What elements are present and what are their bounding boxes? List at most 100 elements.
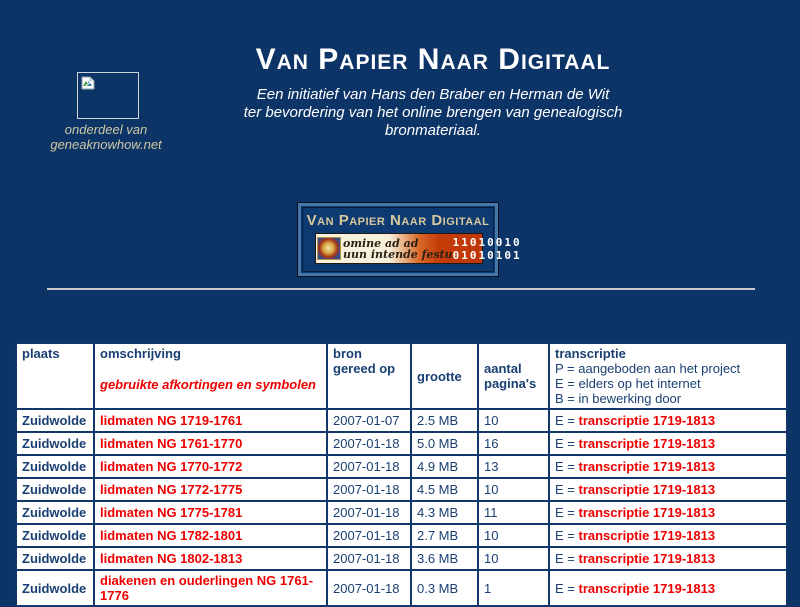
col-header-grootte: grootte: [410, 342, 479, 410]
transcriptie-link[interactable]: transcriptie 1719-1813: [578, 528, 716, 543]
banner-inner: Van Papier Naar Digitaal omine ad ad uun…: [302, 207, 520, 272]
table-row: Zuidwolde lidmaten NG 1770-1772 2007-01-…: [15, 454, 788, 479]
transcriptie-prefix: E =: [555, 528, 575, 543]
cell-paginas: 1: [477, 569, 550, 607]
transcriptie-prefix: E =: [555, 413, 575, 428]
table-row: Zuidwolde lidmaten NG 1719-1761 2007-01-…: [15, 408, 788, 433]
transcriptie-link[interactable]: transcriptie 1719-1813: [578, 482, 716, 497]
horizontal-rule: [47, 288, 755, 290]
cell-datum: 2007-01-18: [326, 477, 412, 502]
afkortingen-symbolen-link[interactable]: gebruikte afkortingen en symbolen: [100, 377, 316, 392]
cell-transcriptie: E = transcriptie 1719-1813: [548, 546, 788, 571]
omschrijving-link[interactable]: lidmaten NG 1802-1813: [100, 551, 243, 566]
cell-paginas: 11: [477, 500, 550, 525]
manuscript-text: omine ad ad uun intende festu: [343, 238, 453, 260]
cell-grootte: 2.5 MB: [410, 408, 479, 433]
omschrijving-link[interactable]: lidmaten NG 1782-1801: [100, 528, 243, 543]
table-header-row: plaats omschrijving gebruikte afkortinge…: [15, 342, 788, 410]
col-header-transcriptie: transcriptie P = aangeboden aan het proj…: [548, 342, 788, 410]
transcriptie-link[interactable]: transcriptie 1719-1813: [578, 580, 716, 596]
cell-plaats: Zuidwolde: [15, 431, 95, 456]
transcriptie-prefix: E =: [555, 580, 575, 596]
omschrijving-link[interactable]: lidmaten NG 1719-1761: [100, 413, 243, 428]
sources-table: plaats omschrijving gebruikte afkortinge…: [15, 342, 788, 607]
col-header-omschrijving: omschrijving gebruikte afkortingen en sy…: [93, 342, 328, 410]
legend-e: E = elders op het internet: [555, 376, 701, 391]
banner-strip: omine ad ad uun intende festu 11010010 0…: [315, 233, 520, 264]
omschrijving-label: omschrijving: [100, 346, 181, 361]
cell-plaats: Zuidwolde: [15, 408, 95, 433]
transcriptie-link[interactable]: transcriptie 1719-1813: [578, 505, 716, 520]
subtitle-line1: Een initiatief van Hans den Braber en He…: [256, 86, 610, 103]
transcriptie-prefix: E =: [555, 436, 575, 451]
omschrijving-link[interactable]: lidmaten NG 1761-1770: [100, 436, 243, 451]
transcriptie-prefix: E =: [555, 482, 575, 497]
bron-line1: bron: [333, 346, 362, 361]
transcriptie-link[interactable]: transcriptie 1719-1813: [578, 459, 716, 474]
binary-line1: 11010010: [452, 235, 522, 249]
cell-transcriptie: E = transcriptie 1719-1813: [548, 431, 788, 456]
cell-transcriptie: E = transcriptie 1719-1813: [548, 408, 788, 433]
cell-paginas: 10: [477, 546, 550, 571]
binary-line2: 01010101: [452, 248, 522, 262]
legend-p: P = aangeboden aan het project: [555, 361, 741, 376]
omschrijving-link[interactable]: lidmaten NG 1770-1772: [100, 459, 243, 474]
transcriptie-link[interactable]: transcriptie 1719-1813: [578, 436, 716, 451]
cell-plaats: Zuidwolde: [15, 500, 95, 525]
subtitle-line3: bronmateriaal.: [385, 122, 481, 139]
logo-caption-line1: onderdeel van: [64, 122, 148, 137]
cell-datum: 2007-01-07: [326, 408, 412, 433]
cell-grootte: 0.3 MB: [410, 569, 479, 607]
cell-paginas: 10: [477, 523, 550, 548]
cell-plaats: Zuidwolde: [15, 477, 95, 502]
col-header-bron-gereed-op: bron gereed op: [326, 342, 412, 410]
omschrijving-link[interactable]: lidmaten NG 1772-1775: [100, 482, 243, 497]
cell-transcriptie: E = transcriptie 1719-1813: [548, 500, 788, 525]
cell-grootte: 4.9 MB: [410, 454, 479, 479]
cell-paginas: 13: [477, 454, 550, 479]
cell-datum: 2007-01-18: [326, 546, 412, 571]
legend-b: B = in bewerking door: [555, 391, 682, 406]
transcriptie-label: transcriptie: [555, 346, 626, 361]
omschrijving-link[interactable]: diakenen en ouderlingen NG 1761-1776: [100, 573, 314, 603]
cell-grootte: 4.5 MB: [410, 477, 479, 502]
table-row: Zuidwolde diakenen en ouderlingen NG 176…: [15, 569, 788, 607]
table-row: Zuidwolde lidmaten NG 1775-1781 2007-01-…: [15, 500, 788, 525]
subtitle-line2: ter bevordering van het online brengen v…: [243, 104, 623, 121]
cell-grootte: 3.6 MB: [410, 546, 479, 571]
cell-paginas: 10: [477, 408, 550, 433]
geneaknowhow-logo-link[interactable]: [77, 72, 139, 119]
cell-datum: 2007-01-18: [326, 431, 412, 456]
cell-datum: 2007-01-18: [326, 500, 412, 525]
cell-paginas: 16: [477, 431, 550, 456]
table-row: Zuidwolde lidmaten NG 1782-1801 2007-01-…: [15, 523, 788, 548]
cell-datum: 2007-01-18: [326, 569, 412, 607]
van-papier-naar-digitaal-banner: Van Papier Naar Digitaal omine ad ad uun…: [297, 202, 520, 277]
bron-line2: gereed op: [333, 361, 396, 376]
cell-paginas: 10: [477, 477, 550, 502]
cell-grootte: 5.0 MB: [410, 431, 479, 456]
transcriptie-link[interactable]: transcriptie 1719-1813: [578, 551, 716, 566]
cell-plaats: Zuidwolde: [15, 454, 95, 479]
banner-title: Van Papier Naar Digitaal: [306, 212, 490, 229]
transcriptie-prefix: E =: [555, 551, 575, 566]
cell-grootte: 4.3 MB: [410, 500, 479, 525]
cell-datum: 2007-01-18: [326, 523, 412, 548]
manuscript-line2: uun intende festu: [343, 247, 453, 261]
omschrijving-link[interactable]: lidmaten NG 1775-1781: [100, 505, 243, 520]
col-header-aantal-paginas: aantal pagina's: [477, 342, 550, 410]
cell-transcriptie: E = transcriptie 1719-1813: [548, 454, 788, 479]
transcriptie-link[interactable]: transcriptie 1719-1813: [578, 413, 716, 428]
cell-transcriptie: E = transcriptie 1719-1813: [548, 477, 788, 502]
banner-frame: Van Papier Naar Digitaal omine ad ad uun…: [298, 203, 520, 276]
manuscript-line1: omine ad ad: [343, 236, 419, 250]
cell-grootte: 2.7 MB: [410, 523, 479, 548]
geneaknowhow-link[interactable]: geneaknowhow.net: [50, 137, 162, 152]
page-header: Van Papier Naar Digitaal Een initiatief …: [66, 44, 800, 140]
table-row: Zuidwolde lidmaten NG 1802-1813 2007-01-…: [15, 546, 788, 571]
broken-image-icon: [81, 76, 96, 96]
logo-caption: onderdeel van geneaknowhow.net: [30, 122, 182, 152]
cell-datum: 2007-01-18: [326, 454, 412, 479]
cell-transcriptie: E = transcriptie 1719-1813: [548, 523, 788, 548]
cell-plaats: Zuidwolde: [15, 546, 95, 571]
